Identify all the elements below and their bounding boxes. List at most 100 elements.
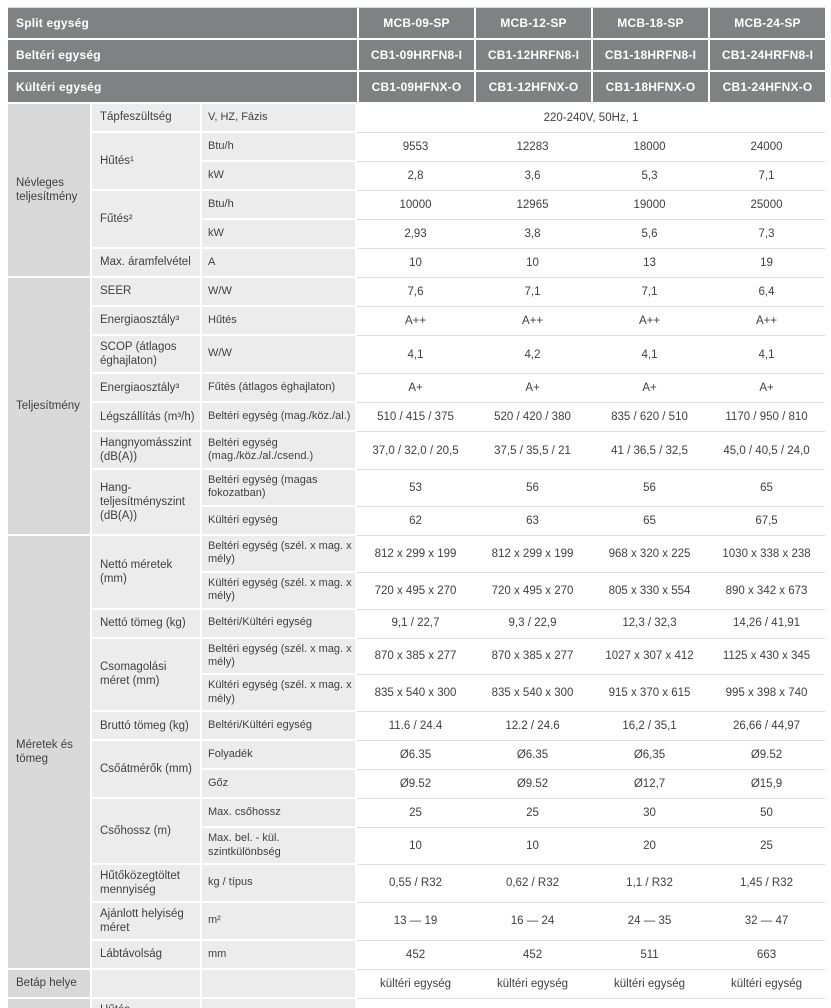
value-cell: 7,1 [474,278,592,307]
value-cell: A+ [474,374,592,404]
row-label-cell: Ajánlott helyiség méret [92,902,202,941]
header-row-label: Beltéri egység [8,40,358,72]
value-cell: 890 x 342 x 673 [708,572,826,610]
row-sublabel-cell: Max. csőhossz [202,799,358,829]
row-sublabel-cell: Beltéri egység (szél. x mag. x mély) [202,638,358,676]
value-cell: 10 [474,249,592,278]
value-cell: 805 x 330 x 554 [591,572,709,610]
category-cell: Betáp helye [8,970,92,999]
value-cell: 62 [357,506,475,536]
value-cell: 2,8 [357,162,475,191]
spec-row: Max. áramfelvétel A 10 10 13 19 [8,249,826,278]
value-cell: 5,3 [591,162,709,191]
value-cell: Ø6.35 [357,741,475,771]
value-cell: 20 [591,828,709,865]
value-cell: 7,3 [708,220,826,249]
model-name-cell: CB1-09HFNX-O [357,72,475,104]
value-cell: 835 / 620 / 510 [591,403,709,433]
value-cell: 26,66 / 44,97 [708,712,826,742]
row-sublabel-cell: Kültéri egység (szél. x mag. x mély) [202,675,358,713]
row-label-cell: Hűtés üzemmódban [92,999,202,1008]
value-cell: -15 — 50 [591,999,709,1008]
row-sublabel-cell: W/W [202,336,358,375]
value-cell: 968 x 320 x 225 [591,535,709,573]
value-cell: 7,6 [357,278,475,307]
category-cell: Teljesítmény [8,278,92,536]
value-cell: 10 [357,249,475,278]
spec-table: Split egység MCB-09-SP MCB-12-SP MCB-18-SP M… [8,7,826,1008]
row-label-cell: Csomagolási méret (mm) [92,638,202,713]
value-cell: kültéri egység [474,970,592,999]
model-name-cell: CB1-18HRFN8-I [591,40,709,72]
spec-row: Ajánlott helyiség méret m² 13 — 19 16 — 24 2… [8,902,826,941]
row-sublabel-cell: kg / típus [202,864,358,903]
row-sublabel-cell: kW [202,162,358,191]
model-name-cell: CB1-12HFNX-O [474,72,592,104]
spec-row: Gőz Ø9.52 Ø9.52 Ø12,7 Ø15,9 [8,770,826,800]
spec-table-body: Split egység MCB-09-SP MCB-12-SP MCB-18-SP M… [8,8,826,1008]
category-cell: Névleges teljesítmény [8,104,92,278]
spec-row: Energiaosztály³ Hűtés A++ A++ A++ A++ [8,307,826,336]
row-label-cell [92,970,202,999]
value-cell: 9,1 / 22,7 [357,609,475,639]
value-cell: 12.2 / 24.6 [474,712,592,742]
value-cell: 0,55 / R32 [357,864,475,903]
row-label-cell: Lábtávolság [92,941,202,970]
value-cell: Ø9.52 [708,741,826,771]
value-cell: -15 — 50 [474,999,592,1008]
value-cell: 18000 [591,133,709,162]
category-cell: Méretek és tömeg [8,535,92,970]
category-cell: Működési tartomány [8,999,92,1008]
spec-row: Hűtőközegtöltet mennyiség kg / típus 0,55 … [8,864,826,903]
row-sublabel-cell: Gőz [202,770,358,800]
spec-row: Kültéri egység 62 63 65 67,5 [8,506,826,536]
value-cell: 1125 x 430 x 345 [708,638,826,676]
value-cell: A++ [474,307,592,336]
value-cell: 19 [708,249,826,278]
value-cell: Ø6,35 [591,741,709,771]
row-label-cell: Hűtőközegtöltet mennyiség [92,864,202,903]
value-cell: 24 — 35 [591,902,709,941]
model-name-cell: CB1-18HFNX-O [591,72,709,104]
spec-row: Csomagolási méret (mm) Beltéri egység (sz… [8,638,826,713]
value-cell: 4,1 [357,336,475,375]
spec-row: Méretek és tömeg Nettó méretek (mm) Beltér… [8,535,826,970]
spec-row: Hűtés¹ Btu/h 9553 12283 18000 24000 [8,133,826,191]
value-cell: 25 [474,799,592,829]
value-cell: 835 x 540 x 300 [357,675,475,713]
spec-row: Energiaosztály³ Fűtés (átlagos éghajlaton… [8,374,826,404]
row-sublabel-cell: kW [202,220,358,249]
value-cell: 63 [474,506,592,536]
spec-row: Teljesítmény SEER W/W 7,6 7,1 7,1 6,4 [8,278,826,536]
row-sublabel-cell: Beltéri egység (magas fokozatban) [202,470,358,507]
spec-row: Fűtés² Btu/h 10000 12965 19000 25000 [8,191,826,249]
row-sublabel-cell: Kültéri egység (szél. x mag. x mély) [202,572,358,610]
value-cell: 4,1 [591,336,709,375]
row-label-cell: Energiaosztály³ [92,307,202,336]
row-sublabel-cell: mm [202,941,358,970]
value-cell: 25 [708,828,826,865]
value-cell: 12283 [474,133,592,162]
value-cell: 3,8 [474,220,592,249]
value-cell: 25000 [708,191,826,220]
value-cell: 4,1 [708,336,826,375]
value-cell: Ø12,7 [591,770,709,800]
header-row-1: Split egység MCB-09-SP MCB-12-SP MCB-18-SP M… [8,8,826,40]
row-label-cell: SEER [92,278,202,307]
value-cell: 50 [708,799,826,829]
value-cell: 65 [708,470,826,507]
value-cell: 6,4 [708,278,826,307]
value-cell: 67,5 [708,506,826,536]
value-cell: 511 [591,941,709,970]
model-name-cell: CB1-12HRFN8-I [474,40,592,72]
row-label-cell: Hűtés¹ [92,133,202,191]
value-cell: 870 x 385 x 277 [474,638,592,676]
spec-row: Névleges teljesítmény Tápfeszültség V, HZ,… [8,104,826,278]
row-label-cell: SCOP (átlagos éghajlaton) [92,336,202,375]
row-label-cell: Nettó méretek (mm) [92,535,202,610]
row-sublabel-cell: Beltéri egység (szél. x mag. x mély) [202,535,358,573]
value-cell: 1030 x 338 x 238 [708,535,826,573]
value-cell: 32 — 47 [708,902,826,941]
model-name-cell: MCB-09-SP [357,8,475,40]
